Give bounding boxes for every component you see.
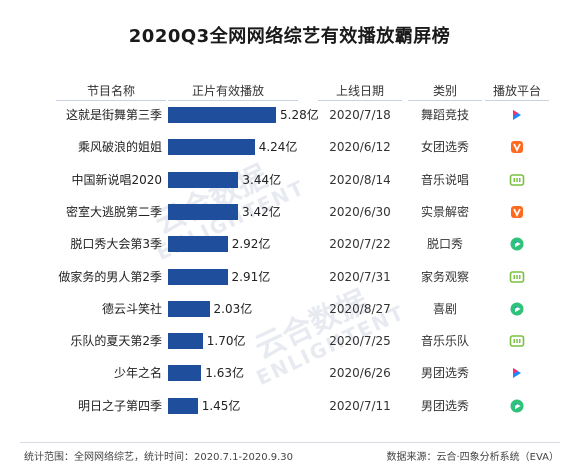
bar <box>168 171 239 188</box>
chart-row: 乐队的夏天第2季 1.70亿 2020/7/25 音乐乐队 <box>0 330 579 352</box>
data-label: 1.45亿 <box>201 398 241 413</box>
bar <box>168 203 238 220</box>
program-name-label: 密室大逃脱第二季 <box>65 204 162 219</box>
bar <box>168 268 228 285</box>
chart-row: 少年之名 1.63亿 2020/6/26 男团选秀 <box>0 362 579 384</box>
category-label: 实景解密 <box>420 204 469 219</box>
header-category: 类别 <box>432 84 457 98</box>
launch-date-label: 2020/7/31 <box>329 269 391 284</box>
header-program-name: 节目名称 <box>86 84 135 98</box>
header-platform: 播放平台 <box>492 84 541 98</box>
data-label: 4.24亿 <box>258 140 298 155</box>
program-name-label: 明日之子第四季 <box>77 398 162 413</box>
chart-row: 做家务的男人第2季 2.91亿 2020/7/31 家务观察 <box>0 266 579 288</box>
header-underline-platform <box>485 100 549 101</box>
footer-scope: 统计范围：全网网络综艺，统计时间：2020.7.1-2020.9.30 <box>24 452 294 463</box>
footer-source: 数据来源：云合·四象分析系统（EVA） <box>386 452 559 463</box>
bar <box>168 236 228 253</box>
category-label: 女团选秀 <box>420 140 469 155</box>
data-label: 2.92亿 <box>231 237 271 252</box>
iqiyi-icon <box>509 270 525 283</box>
launch-date-label: 2020/7/11 <box>329 398 391 413</box>
chart-row: 明日之子第四季 1.45亿 2020/7/11 男团选秀 <box>0 395 579 417</box>
program-name-label: 乐队的夏天第2季 <box>70 334 162 349</box>
tencent-icon <box>510 302 524 316</box>
category-label: 家务观察 <box>420 269 469 284</box>
launch-date-label: 2020/8/14 <box>329 172 391 187</box>
tencent-icon <box>510 237 524 251</box>
launch-date-label: 2020/7/22 <box>329 237 391 252</box>
bar <box>168 365 202 382</box>
youku-icon <box>513 368 521 379</box>
category-label: 喜剧 <box>432 301 457 316</box>
launch-date-label: 2020/6/30 <box>329 204 391 219</box>
bar <box>168 397 198 414</box>
program-name-label: 这就是街舞第三季 <box>65 108 162 122</box>
mango-icon <box>511 205 523 218</box>
program-name-label: 脱口秀大会第3季 <box>70 237 162 252</box>
bar <box>168 300 210 317</box>
bar <box>168 139 255 156</box>
category-label: 舞蹈竞技 <box>420 108 469 122</box>
data-label: 3.44亿 <box>242 172 282 187</box>
data-label: 3.42亿 <box>242 204 281 219</box>
launch-date-label: 2020/6/26 <box>329 366 391 381</box>
program-name-label: 中国新说唱2020 <box>71 172 162 187</box>
header-underline-name <box>56 100 166 101</box>
footer-divider <box>20 442 560 443</box>
chart-row: 脱口秀大会第3季 2.92亿 2020/7/22 脱口秀 <box>0 233 579 255</box>
header-underline-type <box>408 100 482 101</box>
launch-date-label: 2020/6/12 <box>329 140 391 155</box>
mango-icon <box>511 141 523 154</box>
data-label: 2.91亿 <box>231 269 271 284</box>
category-label: 音乐说唱 <box>420 172 469 187</box>
header-launch-date: 上线日期 <box>335 84 384 98</box>
chart-title: 2020Q3全网网络综艺有效播放霸屏榜 <box>128 26 451 47</box>
program-name-label: 乘风破浪的姐姐 <box>77 140 162 155</box>
data-label: 1.63亿 <box>205 366 245 381</box>
category-label: 男团选秀 <box>420 398 469 413</box>
iqiyi-icon <box>509 335 525 347</box>
tencent-icon <box>510 399 524 413</box>
iqiyi-icon <box>509 173 525 186</box>
chart-row: 密室大逃脱第二季 3.42亿 2020/6/30 实景解密 <box>0 201 579 223</box>
program-name-label: 少年之名 <box>113 366 162 381</box>
program-name-label: 做家务的男人第2季 <box>58 269 162 284</box>
launch-date-label: 2020/8/27 <box>329 301 391 316</box>
youku-icon <box>513 110 521 120</box>
chart-row: 中国新说唱2020 3.44亿 2020/8/14 音乐说唱 <box>0 169 579 191</box>
launch-date-label: 2020/7/25 <box>329 334 391 349</box>
launch-date-label: 2020/7/18 <box>329 108 391 122</box>
data-label: 5.28亿 <box>280 108 319 122</box>
program-name-label: 德云斗笑社 <box>101 301 162 316</box>
bar <box>168 333 203 350</box>
header-valid-plays: 正片有效播放 <box>191 84 264 98</box>
header-underline-bar <box>168 100 298 101</box>
chart-row: 这就是街舞第三季 5.28亿 2020/7/18 舞蹈竞技 <box>0 104 579 126</box>
chart-row: 乘风破浪的姐姐 4.24亿 2020/6/12 女团选秀 <box>0 136 579 158</box>
chart-row: 德云斗笑社 2.03亿 2020/8/27 喜剧 <box>0 298 579 320</box>
data-label: 1.70亿 <box>206 334 246 349</box>
data-label: 2.03亿 <box>213 301 253 316</box>
header-underline-date <box>318 100 402 101</box>
category-label: 音乐乐队 <box>420 334 469 349</box>
category-label: 脱口秀 <box>426 237 463 252</box>
bar <box>168 107 276 123</box>
category-label: 男团选秀 <box>420 366 469 381</box>
